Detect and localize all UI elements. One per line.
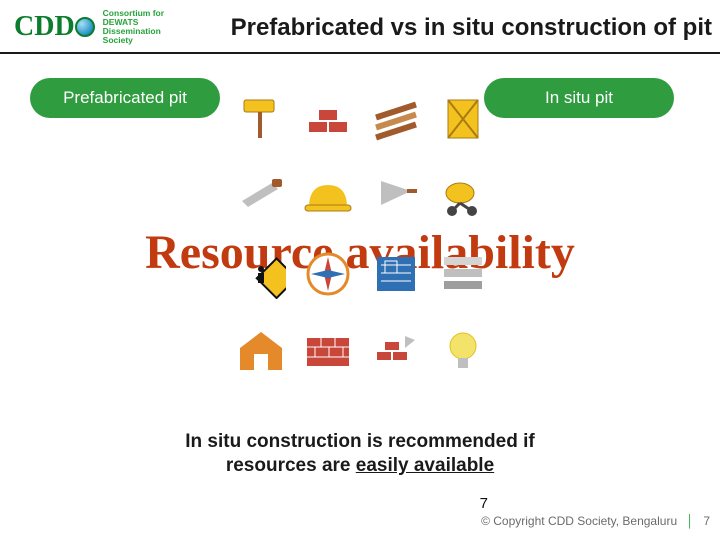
pill-label: Prefabricated pit	[63, 88, 187, 108]
in-situ-pit-pill: In situ pit	[484, 78, 674, 118]
bricks-stack-icon	[303, 94, 353, 144]
page-number-right: 7	[703, 514, 710, 528]
copyright: © Copyright CDD Society, Bengaluru │ 7	[481, 514, 710, 528]
recommendation-text: In situ construction is recommended if r…	[0, 430, 720, 478]
footer-separator: │	[680, 514, 700, 528]
lightbulb-icon	[438, 326, 488, 376]
copyright-text: © Copyright CDD Society, Bengaluru	[481, 514, 677, 528]
logo-letter-c: CDD	[14, 11, 75, 43]
logo-name: Consortium for DEWATS Dissemination Soci…	[103, 9, 164, 45]
blueprint-icon	[371, 249, 421, 299]
construction-sign-icon	[236, 249, 286, 299]
recommendation-line2-prefix: resources are	[226, 455, 356, 476]
scaffold-icon	[438, 94, 488, 144]
house-frame-icon	[236, 326, 286, 376]
cement-mixer-icon	[438, 171, 488, 221]
slide-footer: 7 © Copyright CDD Society, Bengaluru │ 7	[0, 498, 720, 540]
wall-build-icon	[371, 326, 421, 376]
slide-title: Prefabricated vs in situ construction of…	[231, 14, 712, 42]
slide-header: CDD Consortium for DEWATS Dissemination …	[0, 0, 720, 54]
saw-icon	[236, 171, 286, 221]
compass-icon	[303, 249, 353, 299]
construction-icons-grid	[232, 85, 492, 385]
recommendation-line1: In situ construction is recommended if	[185, 431, 534, 452]
logo: CDD Consortium for DEWATS Dissemination …	[0, 9, 164, 45]
logo-name-line: Society	[103, 36, 164, 45]
recommendation-line2-underlined: easily available	[356, 455, 494, 476]
globe-icon	[75, 17, 95, 37]
trowel-icon	[371, 171, 421, 221]
brick-wall-icon	[303, 326, 353, 376]
paint-roller-icon	[236, 94, 286, 144]
prefabricated-pit-pill: Prefabricated pit	[30, 78, 220, 118]
hard-hat-icon	[303, 171, 353, 221]
lumber-planks-icon	[371, 94, 421, 144]
page-number-center: 7	[480, 495, 488, 512]
pill-label: In situ pit	[545, 88, 613, 108]
pipes-icon	[438, 249, 488, 299]
header-divider	[0, 52, 720, 54]
logo-letters: CDD	[14, 11, 75, 43]
